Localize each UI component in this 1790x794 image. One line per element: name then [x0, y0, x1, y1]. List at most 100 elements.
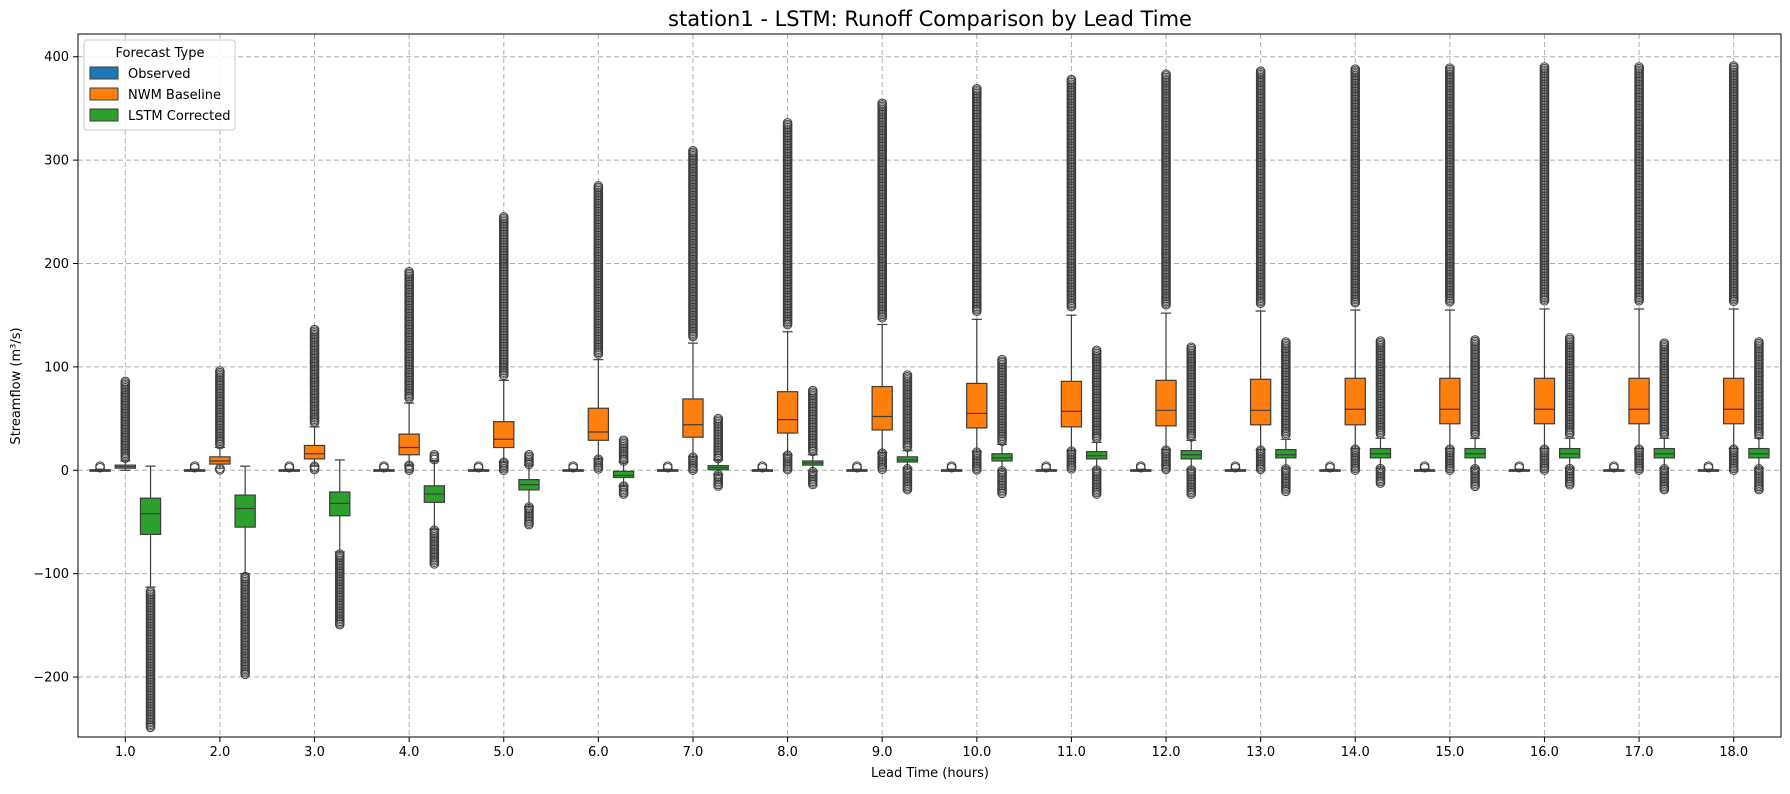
box-observed [1697, 461, 1720, 473]
x-axis-label: Lead Time (hours) [871, 766, 989, 781]
outlier-point [593, 464, 604, 474]
y-tick-label: −100 [33, 567, 69, 582]
x-tick-label: 3.0 [304, 745, 325, 760]
legend-label-observed: Observed [128, 67, 191, 82]
box-observed [1413, 461, 1436, 473]
box-nwm-baseline [209, 366, 231, 475]
outlier-point [1281, 486, 1291, 497]
outlier-point [757, 462, 768, 473]
box-body [1155, 379, 1177, 427]
legend-label-nwm-baseline: NWM Baseline [128, 88, 221, 103]
legend-label-lstm-corrected: LSTM Corrected [128, 109, 230, 124]
outlier-point [946, 462, 957, 473]
box-nwm-baseline [1249, 66, 1272, 475]
box-body [776, 391, 799, 434]
outlier-point [1659, 484, 1670, 495]
box-body [966, 382, 988, 429]
legend-frame [83, 39, 236, 131]
x-tick-label: 13.0 [1246, 745, 1275, 760]
box-lstm-corrected [1653, 338, 1676, 495]
x-tick-label: 5.0 [493, 745, 514, 760]
box-lstm-corrected [1085, 345, 1108, 499]
box-body [1344, 377, 1366, 426]
plot-frame [77, 33, 1782, 738]
outlier-point [284, 462, 295, 473]
outlier-point [1161, 299, 1171, 310]
box-nwm-baseline [1344, 64, 1366, 475]
outlier-point [1255, 298, 1266, 309]
box-nwm-baseline [1060, 74, 1083, 474]
outlier-point [1703, 462, 1714, 473]
box-nwm-baseline [114, 376, 136, 471]
outlier-point [1350, 465, 1361, 475]
box-body [587, 407, 610, 441]
box-nwm-baseline [1723, 61, 1745, 475]
box-lstm-corrected [1464, 335, 1486, 492]
outlier-point [189, 462, 200, 473]
outlier-point [1445, 296, 1455, 307]
outlier-point [1350, 297, 1361, 308]
box-body [139, 497, 162, 535]
x-tick-label: 9.0 [872, 745, 893, 760]
box-lstm-corrected [1275, 337, 1297, 497]
outlier-point [1728, 465, 1739, 475]
chart-title: station1 - LSTM: Runoff Comparison by Le… [668, 7, 1192, 31]
legend-swatch-nwm-baseline [89, 87, 119, 101]
outlier-point [1091, 489, 1102, 499]
box-nwm-baseline [682, 146, 704, 475]
outlier-point [713, 481, 724, 491]
legend: Forecast Type Observed NWM Baseline LSTM… [83, 39, 236, 131]
box-observed [1603, 461, 1625, 473]
outlier-point [997, 488, 1007, 499]
outlier-point [1728, 296, 1739, 307]
x-tick-label: 16.0 [1530, 745, 1559, 760]
outlier-point [145, 722, 156, 733]
outlier-point [404, 465, 414, 475]
box-body [612, 470, 635, 479]
outlier-point [1135, 462, 1146, 473]
box-nwm-baseline [1439, 63, 1461, 475]
box-observed [846, 461, 868, 473]
x-tick-label: 11.0 [1057, 745, 1086, 760]
x-tick-label: 17.0 [1625, 745, 1654, 760]
legend-title: Forecast Type [115, 46, 204, 61]
outlier-point [1514, 462, 1525, 473]
outlier-point [1066, 301, 1077, 312]
x-tick-label: 10.0 [962, 745, 991, 760]
outlier-point [1445, 465, 1455, 475]
outlier-point [1186, 489, 1197, 499]
y-tick-label: 300 [44, 154, 69, 169]
box-nwm-baseline [493, 212, 515, 476]
box-observed [657, 461, 679, 473]
box-observed [183, 461, 206, 473]
box-body [1249, 378, 1272, 426]
outlier-point [972, 465, 982, 475]
box-lstm-corrected [802, 385, 824, 490]
x-tick-label: 6.0 [588, 745, 609, 760]
box-body [493, 421, 515, 449]
axes: −200 −100 0 100 200 300 400 1.0 2.0 3.0 4.0 5.0 6.0 7… [33, 50, 1748, 760]
outlier-point [852, 462, 862, 473]
box-lstm-corrected [707, 413, 729, 491]
box-body [303, 444, 326, 460]
outlier-point [1539, 465, 1550, 475]
outlier-point [1161, 464, 1171, 475]
box-lstm-corrected [991, 354, 1013, 499]
box-body [1723, 377, 1745, 425]
outlier-point [1564, 479, 1575, 490]
x-tick-label: 4.0 [399, 745, 420, 760]
outlier-point [568, 462, 578, 473]
box-lstm-corrected [612, 435, 635, 499]
box-nwm-baseline [871, 98, 893, 475]
outlier-point [593, 349, 604, 359]
outlier-point [524, 519, 534, 530]
outlier-point [95, 462, 105, 473]
x-tick-label: 15.0 [1435, 745, 1464, 760]
y-tick-label: 0 [61, 464, 69, 479]
outlier-point [1230, 462, 1241, 473]
outlier-point [618, 489, 629, 499]
legend-swatch-observed [89, 66, 119, 80]
outlier-point [1609, 462, 1619, 473]
outlier-point [662, 462, 673, 473]
